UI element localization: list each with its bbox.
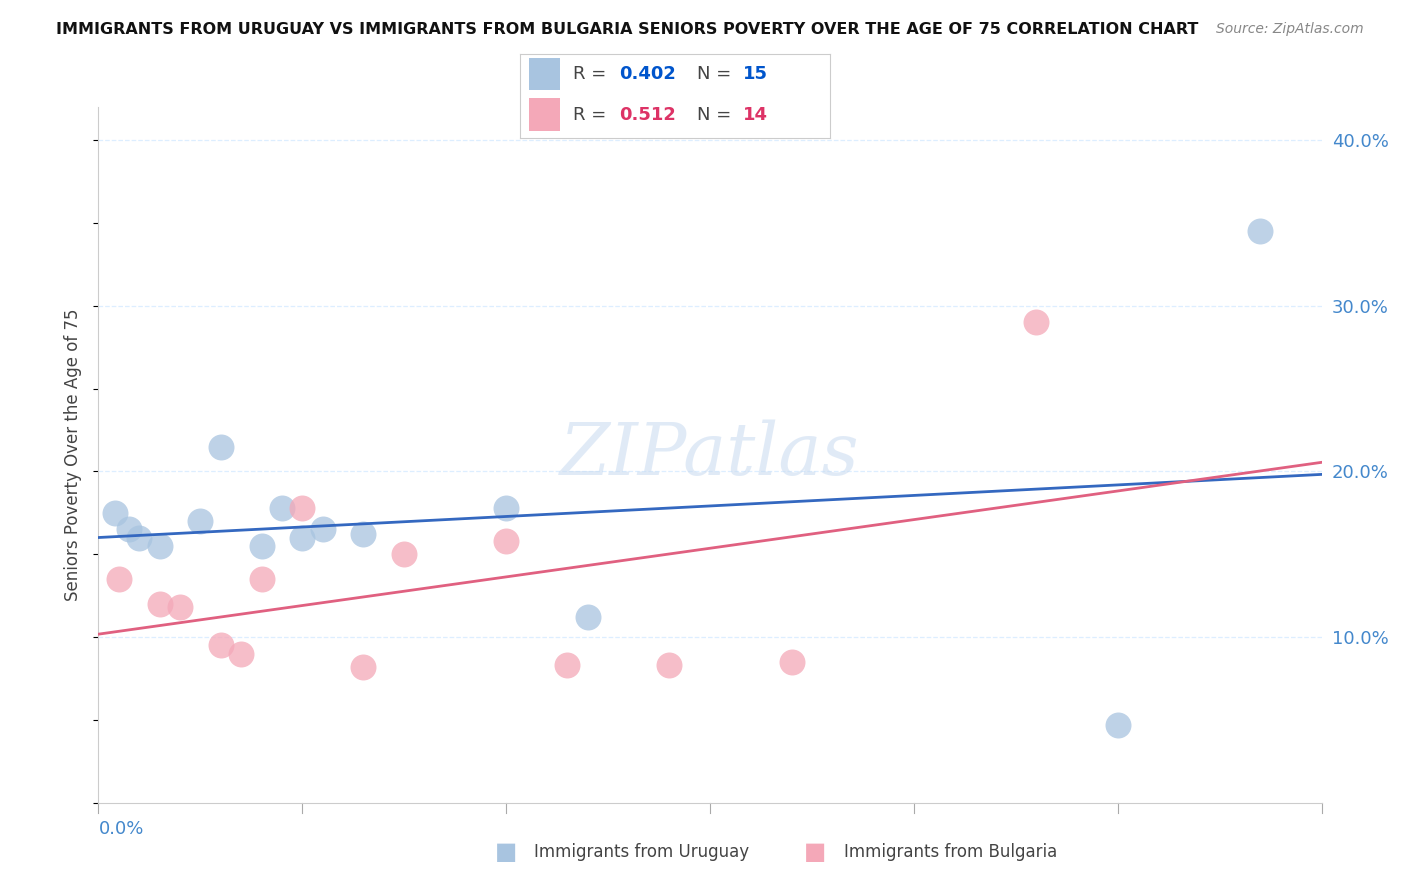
Text: 0.402: 0.402 bbox=[619, 65, 676, 83]
Text: ■: ■ bbox=[804, 840, 827, 863]
Point bbox=[658, 658, 681, 673]
Point bbox=[250, 572, 273, 586]
Point bbox=[495, 500, 517, 515]
Point bbox=[1249, 224, 1271, 238]
Text: 0.512: 0.512 bbox=[619, 105, 676, 123]
Point bbox=[250, 539, 273, 553]
Text: R =: R = bbox=[572, 105, 617, 123]
Text: N =: N = bbox=[696, 105, 737, 123]
Point bbox=[118, 523, 141, 537]
Point bbox=[311, 523, 335, 537]
Point bbox=[555, 658, 579, 673]
Text: 0.0%: 0.0% bbox=[98, 821, 143, 838]
Point bbox=[291, 531, 314, 545]
Text: ZIPatlas: ZIPatlas bbox=[560, 419, 860, 491]
Point bbox=[352, 527, 374, 541]
Point bbox=[392, 547, 416, 561]
Point bbox=[149, 597, 172, 611]
Point bbox=[291, 500, 314, 515]
Point bbox=[209, 639, 232, 653]
Point bbox=[1107, 718, 1129, 732]
Text: Immigrants from Bulgaria: Immigrants from Bulgaria bbox=[844, 843, 1057, 861]
Point bbox=[231, 647, 253, 661]
Point bbox=[1025, 315, 1047, 329]
Text: 14: 14 bbox=[742, 105, 768, 123]
Text: IMMIGRANTS FROM URUGUAY VS IMMIGRANTS FROM BULGARIA SENIORS POVERTY OVER THE AGE: IMMIGRANTS FROM URUGUAY VS IMMIGRANTS FR… bbox=[56, 22, 1198, 37]
Text: Immigrants from Uruguay: Immigrants from Uruguay bbox=[534, 843, 749, 861]
Text: 15: 15 bbox=[742, 65, 768, 83]
Bar bbox=[530, 58, 561, 90]
Y-axis label: Seniors Poverty Over the Age of 75: Seniors Poverty Over the Age of 75 bbox=[65, 309, 83, 601]
Text: Source: ZipAtlas.com: Source: ZipAtlas.com bbox=[1216, 22, 1364, 37]
Text: ■: ■ bbox=[495, 840, 517, 863]
Point bbox=[128, 531, 150, 545]
Point bbox=[104, 506, 127, 520]
Point bbox=[209, 440, 232, 454]
Bar bbox=[530, 98, 561, 130]
Point bbox=[780, 655, 803, 669]
Point bbox=[149, 539, 172, 553]
Point bbox=[576, 610, 599, 624]
Point bbox=[169, 600, 191, 615]
Point bbox=[495, 534, 517, 549]
Text: N =: N = bbox=[696, 65, 737, 83]
Point bbox=[352, 660, 374, 674]
Text: R =: R = bbox=[572, 65, 612, 83]
Point bbox=[270, 500, 292, 515]
Point bbox=[188, 514, 212, 528]
Point bbox=[108, 572, 131, 586]
